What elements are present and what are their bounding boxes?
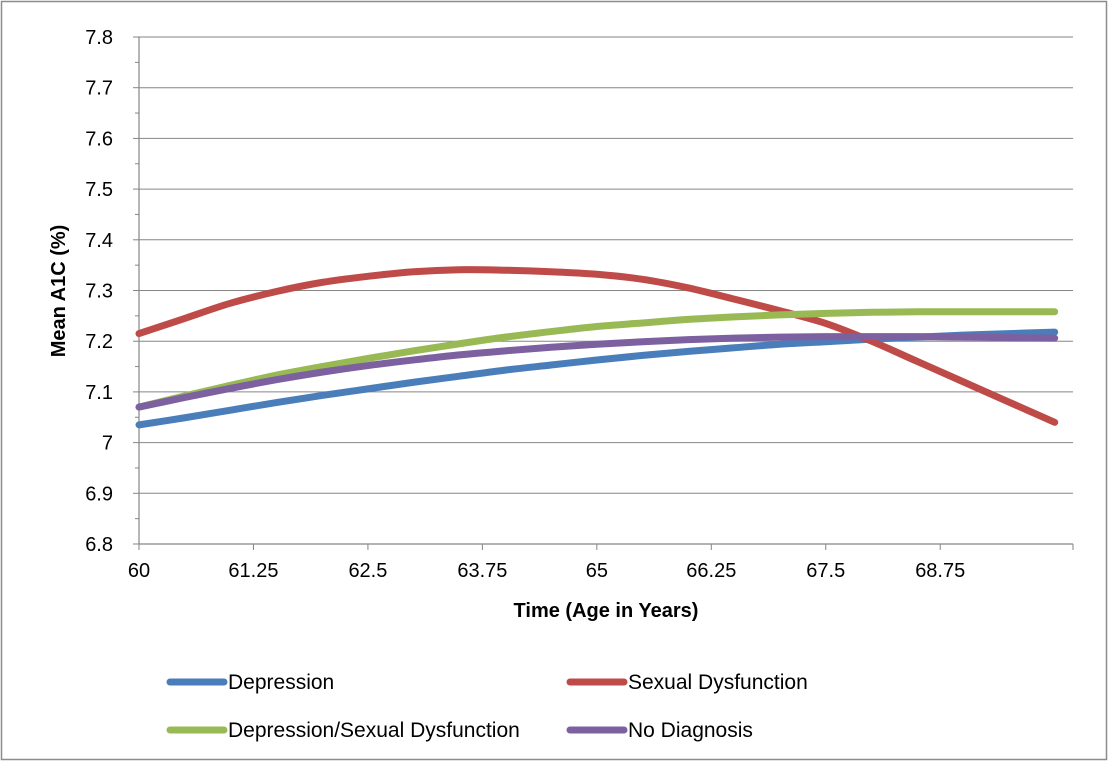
x-tick-label: 66.25 <box>686 560 736 582</box>
y-tick-label: 7.2 <box>85 331 113 353</box>
y-tick-label: 7.1 <box>85 382 113 404</box>
y-tick-label: 7.3 <box>85 281 113 303</box>
x-tick-label: 62.5 <box>348 560 387 582</box>
series-line-sexual-dysfunction <box>135 266 1059 426</box>
x-tick-label: 60 <box>128 560 150 582</box>
x-tick-label: 61.25 <box>228 560 278 582</box>
y-tick-label: 6.9 <box>85 483 113 505</box>
series-lines <box>135 266 1059 429</box>
y-axis-title: Mean A1C (%) <box>48 225 70 358</box>
legend-label-sexual-dysfunction: Sexual Dysfunction <box>628 671 808 694</box>
y-tick-label: 7.8 <box>85 27 113 49</box>
legend-label-depression: Depression <box>228 671 334 694</box>
x-tick-label: 67.5 <box>806 560 845 582</box>
y-tick-label: 7.4 <box>85 230 113 252</box>
y-tick-label: 7 <box>102 433 113 455</box>
legend-label-depression-sexual-dysfunction: Depression/Sexual Dysfunction <box>228 719 520 742</box>
axes <box>133 36 1074 550</box>
x-tick-label: 68.75 <box>915 560 965 582</box>
series-line-depression-sexual-dysfunction <box>135 308 1059 411</box>
x-axis-title: Time (Age in Years) <box>514 600 699 622</box>
gridlines <box>139 36 1073 494</box>
y-tick-label: 7.5 <box>85 179 113 201</box>
tick-labels: 6.8 6.9 7 7.1 7.2 7.3 7.4 7.5 7.6 7.7 7.8 60 61.25 62… <box>85 27 965 582</box>
y-tick-label: 6.8 <box>85 534 113 556</box>
legend-label-no-diagnosis: No Diagnosis <box>628 719 753 742</box>
legend: Depression Sexual Dysfunction Depression/S… <box>166 671 808 742</box>
series-line-no-diagnosis <box>135 333 1059 411</box>
x-tick-label: 63.75 <box>457 560 507 582</box>
y-tick-label: 7.7 <box>85 78 113 100</box>
x-tick-label: 65 <box>586 560 608 582</box>
y-tick-label: 7.6 <box>85 128 113 150</box>
